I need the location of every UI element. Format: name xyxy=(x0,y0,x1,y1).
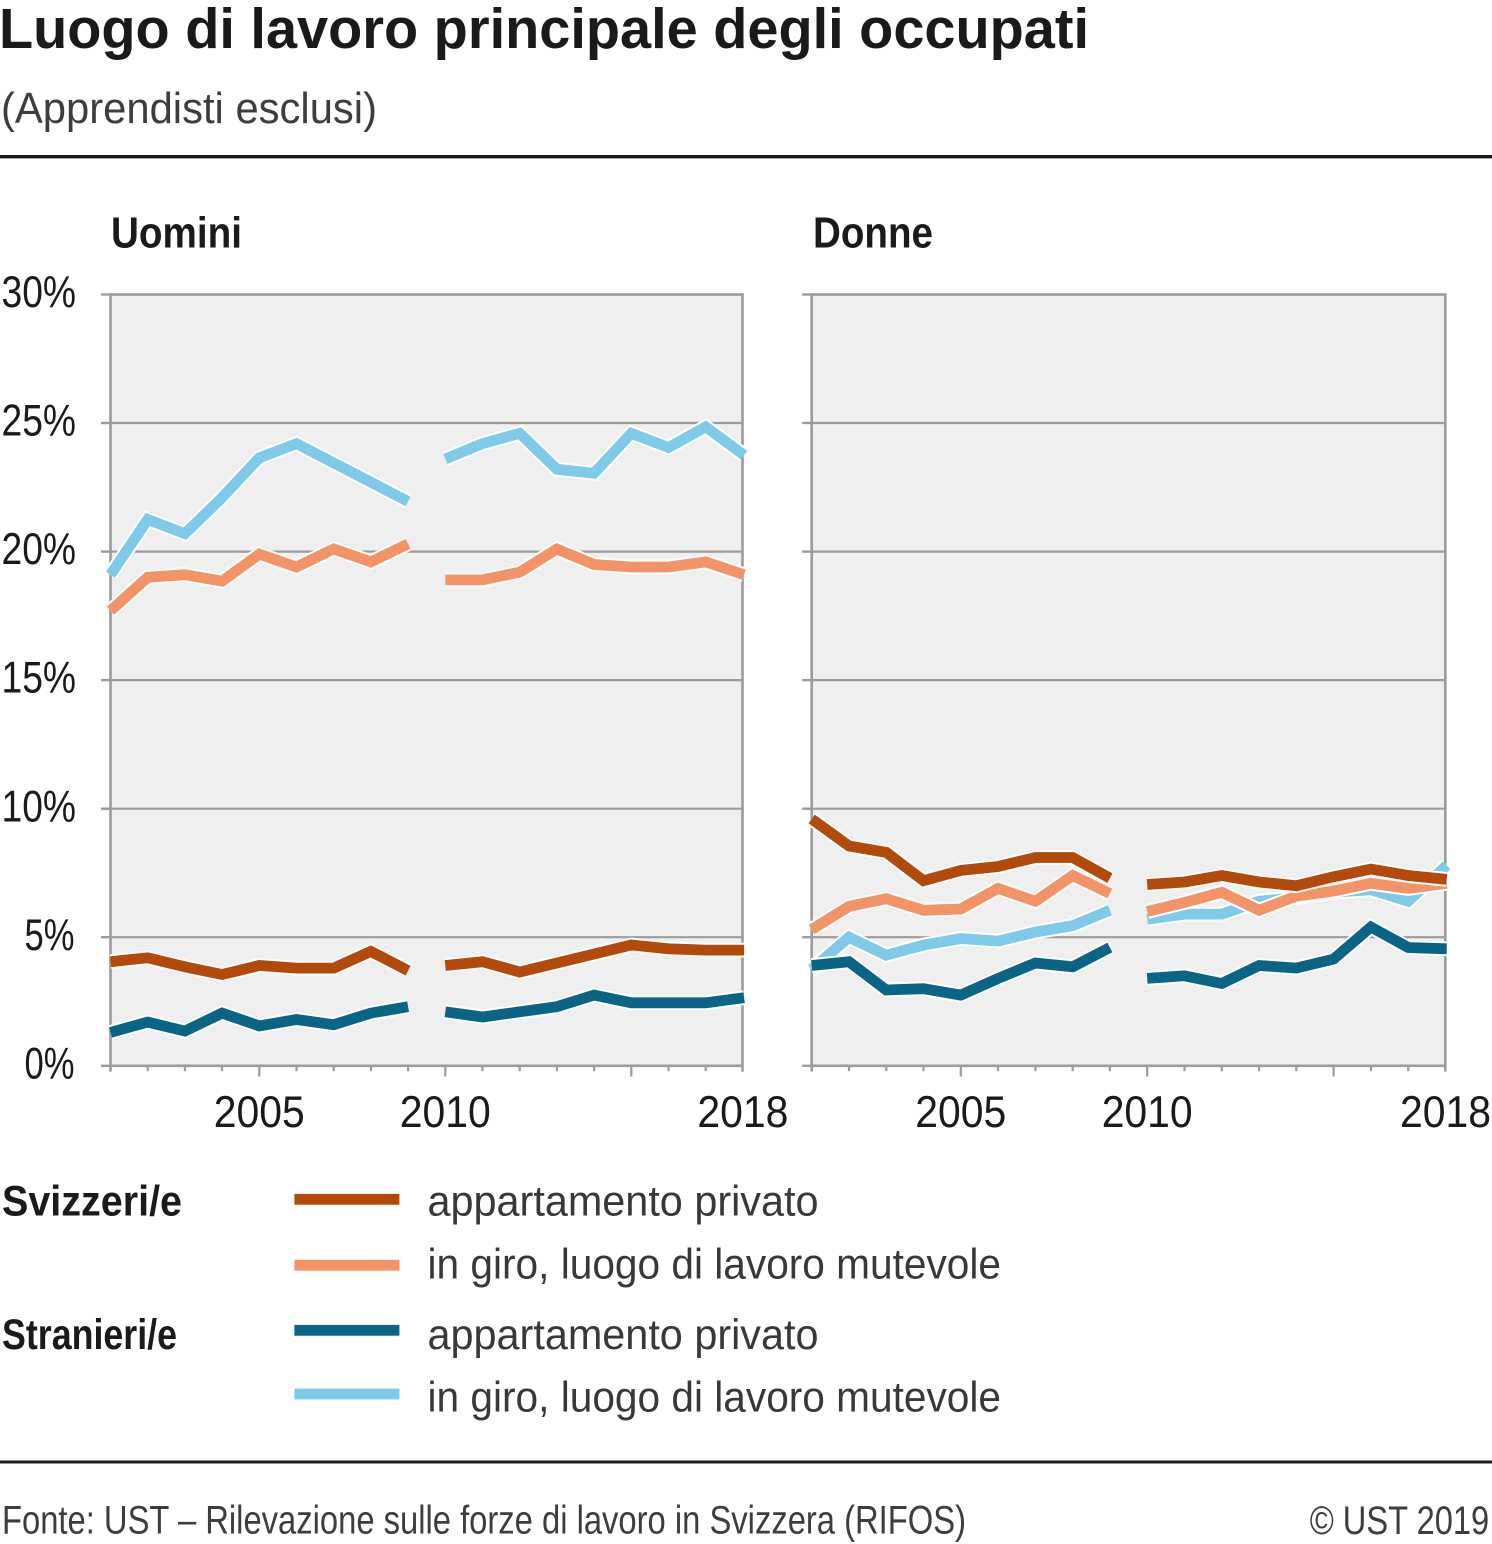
svg-text:20%: 20% xyxy=(2,525,77,574)
svg-text:in giro, luogo di lavoro mutev: in giro, luogo di lavoro mutevole xyxy=(428,1374,1002,1422)
svg-text:2018: 2018 xyxy=(1400,1088,1491,1137)
svg-text:2010: 2010 xyxy=(400,1088,491,1137)
svg-text:2018: 2018 xyxy=(697,1088,788,1137)
svg-text:30%: 30% xyxy=(2,268,77,317)
svg-text:25%: 25% xyxy=(2,397,77,446)
svg-text:Luogo di lavoro principale deg: Luogo di lavoro principale degli occupat… xyxy=(0,0,1089,61)
svg-text:appartamento privato: appartamento privato xyxy=(428,1178,819,1226)
svg-text:2010: 2010 xyxy=(1102,1088,1193,1137)
svg-text:(Apprendisti esclusi): (Apprendisti esclusi) xyxy=(1,84,377,133)
svg-text:5%: 5% xyxy=(25,911,75,960)
svg-text:Fonte: UST – Rilevazione sulle: Fonte: UST – Rilevazione sulle forze di … xyxy=(2,1499,966,1543)
svg-text:© UST 2019: © UST 2019 xyxy=(1310,1499,1490,1543)
svg-text:appartamento privato: appartamento privato xyxy=(428,1311,819,1359)
svg-text:15%: 15% xyxy=(2,654,77,703)
svg-text:Stranieri/e: Stranieri/e xyxy=(2,1311,177,1359)
svg-text:Svizzeri/e: Svizzeri/e xyxy=(2,1178,182,1226)
svg-text:Donne: Donne xyxy=(813,208,933,257)
svg-text:2005: 2005 xyxy=(214,1088,305,1137)
svg-text:2005: 2005 xyxy=(915,1088,1006,1137)
svg-text:10%: 10% xyxy=(2,782,77,831)
svg-text:in giro, luogo di lavoro mutev: in giro, luogo di lavoro mutevole xyxy=(428,1241,1002,1289)
svg-text:Uomini: Uomini xyxy=(111,208,242,257)
svg-text:0%: 0% xyxy=(25,1039,75,1088)
